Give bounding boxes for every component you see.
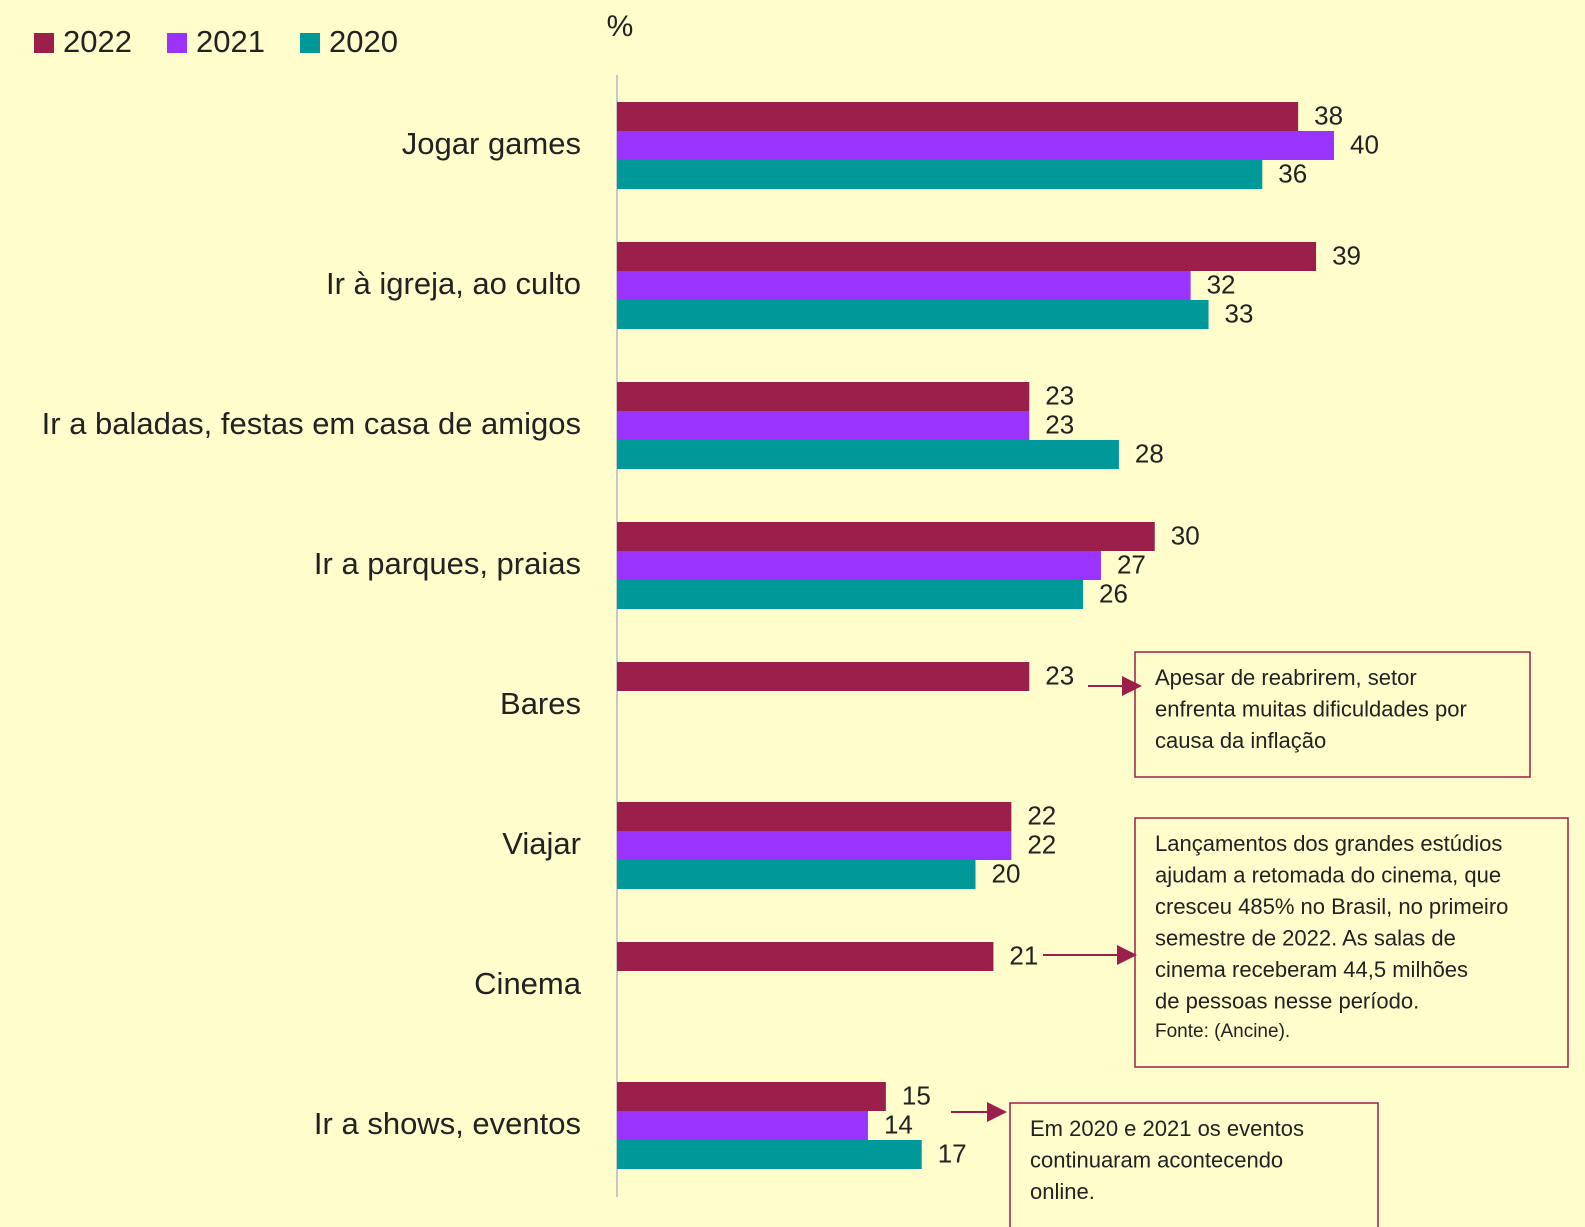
unit-label: % (607, 10, 634, 43)
annotation-text: semestre de 2022. As salas de (1155, 925, 1456, 950)
bar (617, 440, 1119, 469)
annotation-box (1134, 817, 1569, 1068)
data-label: 32 (1207, 269, 1236, 299)
data-label: 15 (902, 1080, 931, 1110)
category-label: Cinema (474, 966, 582, 1001)
bar (617, 1082, 886, 1111)
annotation-text: cresceu 485% no Brasil, no primeiro (1155, 894, 1508, 919)
data-label: 38 (1314, 100, 1343, 130)
bar (617, 522, 1155, 551)
bar (617, 271, 1191, 300)
category-label: Jogar games (402, 126, 581, 161)
annotation-text: online. (1030, 1179, 1095, 1204)
data-label: 40 (1350, 129, 1379, 159)
category-label: Ir a parques, praias (314, 546, 581, 581)
data-label: 17 (938, 1138, 967, 1168)
bar (617, 831, 1012, 860)
category-label: Ir à igreja, ao culto (326, 266, 581, 301)
data-label: 21 (1009, 940, 1038, 970)
bar (617, 802, 1012, 831)
category-label: Bares (500, 686, 581, 721)
data-label: 36 (1278, 158, 1307, 188)
bar (617, 300, 1209, 329)
annotation-text: enfrenta muitas dificuldades por (1155, 696, 1467, 721)
annotation-text: cinema receberam 44,5 milhões (1155, 957, 1468, 982)
data-label: 27 (1117, 549, 1146, 579)
bar (617, 382, 1030, 411)
bar (617, 160, 1263, 189)
legend-label: 2022 (63, 24, 132, 59)
data-label: 28 (1135, 438, 1164, 468)
bar (617, 662, 1030, 691)
legend-swatch (167, 33, 187, 53)
data-label: 23 (1045, 660, 1074, 690)
data-label: 14 (884, 1109, 913, 1139)
annotation-text: Lançamentos dos grandes estúdios (1155, 831, 1502, 856)
bar (617, 242, 1317, 271)
data-label: 23 (1045, 409, 1074, 439)
legend-label: 2020 (329, 24, 398, 59)
annotation-text: causa da inflação (1155, 728, 1326, 753)
data-label: 26 (1099, 578, 1128, 608)
data-label: 22 (1027, 829, 1056, 859)
bar (617, 131, 1334, 160)
bar (617, 942, 994, 971)
annotation-box (1009, 1102, 1379, 1227)
data-label: 39 (1332, 240, 1361, 270)
annotation-box (1134, 651, 1531, 778)
bar (617, 1111, 868, 1140)
data-label: 22 (1027, 800, 1056, 830)
annotation-text: Em 2020 e 2021 os eventos (1030, 1116, 1304, 1141)
bar (617, 411, 1030, 440)
annotation-text: continuaram acontecendo (1030, 1147, 1283, 1172)
annotation-text: Apesar de reabrirem, setor (1155, 665, 1417, 690)
category-label: Viajar (502, 826, 581, 861)
data-label: 30 (1171, 520, 1200, 550)
annotation-text: de pessoas nesse período. (1155, 988, 1419, 1013)
bar (617, 860, 976, 889)
legend-swatch (34, 33, 54, 53)
data-label: 20 (992, 858, 1021, 888)
bar (617, 102, 1299, 131)
category-label: Ir a baladas, festas em casa de amigos (42, 406, 581, 441)
annotation-text: ajudam a retomada do cinema, que (1155, 862, 1501, 887)
category-label: Ir a shows, eventos (314, 1106, 581, 1141)
legend-label: 2021 (196, 24, 265, 59)
data-label: 23 (1045, 380, 1074, 410)
bar (617, 1140, 922, 1169)
bar (617, 580, 1084, 609)
legend-swatch (300, 33, 320, 53)
data-label: 33 (1225, 298, 1254, 328)
annotation-text: Fonte: (Ancine). (1155, 1021, 1290, 1042)
bar (617, 551, 1101, 580)
